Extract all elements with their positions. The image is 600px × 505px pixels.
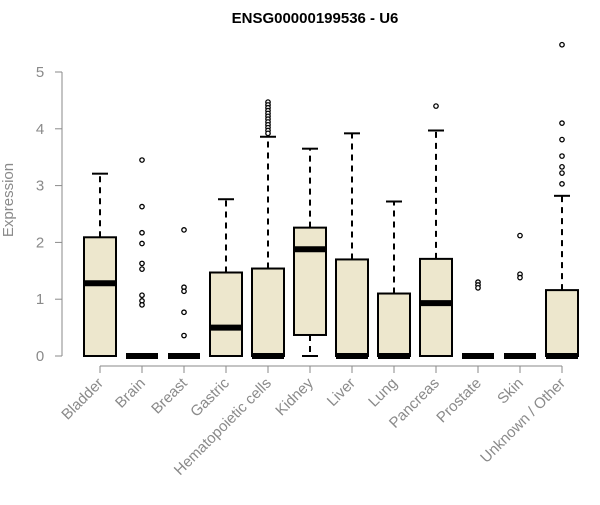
- box-body: [83, 236, 117, 357]
- outlier-point: [139, 266, 145, 272]
- outlier-point: [181, 309, 187, 316]
- y-tick-label: 0: [36, 348, 44, 365]
- box-prostate: [462, 279, 494, 359]
- y-tick-label: 3: [36, 178, 44, 195]
- outlier-point: [559, 181, 565, 187]
- box-body: [209, 271, 243, 357]
- outlier-point: [139, 302, 145, 308]
- box-body: [377, 292, 411, 357]
- outlier-point: [181, 227, 187, 233]
- x-tick-label: Prostate: [433, 375, 485, 427]
- x-tick-label: Kidney: [272, 374, 317, 419]
- box-gastric: [209, 198, 243, 357]
- box-body: [419, 257, 453, 358]
- outlier-point: [559, 170, 565, 176]
- y-tick-label: 4: [36, 121, 44, 138]
- chart-title: ENSG00000199536 - U6: [232, 10, 399, 27]
- box-bladder: [83, 172, 117, 357]
- outlier-point: [433, 103, 439, 109]
- outlier-point: [139, 203, 145, 210]
- boxes-layer: [83, 41, 579, 359]
- x-tick-label: Skin: [494, 375, 527, 408]
- x-tick-label: Liver: [324, 375, 359, 410]
- box-body: [251, 267, 285, 358]
- box-breast: [168, 227, 200, 359]
- y-tick-label: 2: [36, 234, 44, 251]
- box-liver: [335, 132, 369, 359]
- x-tick-label: Breast: [148, 374, 191, 417]
- outlier-point: [181, 332, 187, 339]
- box-body: [293, 226, 327, 336]
- outlier-point: [139, 240, 145, 247]
- outlier-point: [559, 153, 565, 159]
- box-body: [545, 289, 579, 357]
- outlier-point: [139, 157, 145, 163]
- outlier-point: [559, 164, 565, 170]
- x-tick-label: Brain: [112, 375, 149, 412]
- outlier-point: [559, 120, 565, 126]
- box-skin: [504, 232, 536, 359]
- outlier-point: [139, 260, 145, 267]
- box-lung: [377, 200, 411, 359]
- y-tick-label: 1: [36, 291, 44, 308]
- outlier-point: [265, 130, 271, 137]
- x-tick-label: Bladder: [58, 375, 107, 424]
- y-axis-label: Expression: [0, 163, 17, 237]
- outlier-point: [517, 232, 523, 239]
- box-pancreas: [419, 103, 453, 358]
- box-unknown-other: [545, 41, 579, 359]
- box-brain: [126, 157, 158, 359]
- outlier-point: [559, 41, 565, 48]
- outlier-point: [517, 274, 523, 281]
- x-tick-label: Lung: [365, 375, 401, 411]
- outlier-point: [475, 284, 481, 291]
- y-axis: 0 1 2 3 4 5: [36, 64, 63, 365]
- outlier-point: [139, 292, 145, 299]
- box-hematopoietic-cells: [251, 99, 285, 359]
- box-body: [335, 258, 369, 357]
- outlier-point: [181, 288, 187, 295]
- y-tick-label: 5: [36, 64, 44, 81]
- outlier-point: [139, 229, 145, 236]
- box-kidney: [293, 147, 327, 357]
- outlier-point: [559, 136, 565, 143]
